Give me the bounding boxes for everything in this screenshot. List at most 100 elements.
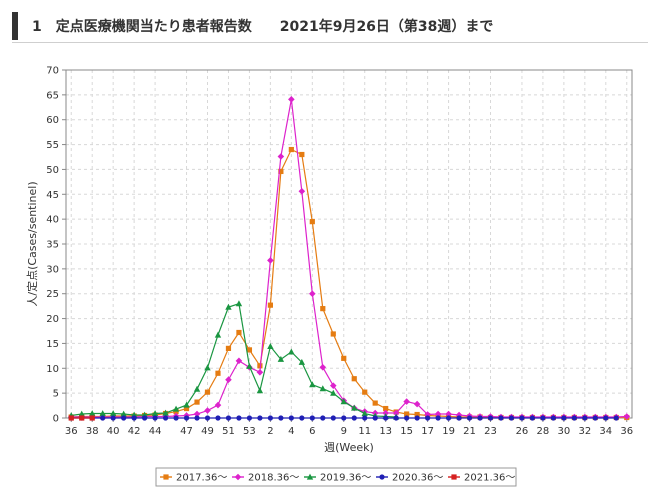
data-point <box>498 415 504 421</box>
y-axis: 0 5 10 15 20 25 30 35 40 45 50 55 60 65 70 <box>46 66 66 425</box>
series-line <box>71 302 397 418</box>
data-point <box>288 96 295 103</box>
data-point <box>151 410 159 417</box>
data-point <box>571 415 577 421</box>
data-point <box>341 355 347 361</box>
data-point <box>110 415 116 421</box>
data-point <box>623 413 631 420</box>
data-point <box>204 389 211 395</box>
y-tick-label: 0 <box>53 414 59 425</box>
data-point <box>99 410 106 417</box>
series-layer <box>67 96 631 421</box>
x-tick-label: 51 <box>222 426 235 437</box>
data-point <box>340 398 347 405</box>
data-point <box>278 415 284 421</box>
data-point <box>529 415 536 421</box>
x-tick-label: 28 <box>537 426 550 437</box>
data-point <box>435 415 441 421</box>
y-tick-label: 45 <box>46 190 59 201</box>
x-axis-title: 週(Week) <box>324 441 374 454</box>
data-point <box>341 415 347 421</box>
data-point <box>383 405 389 412</box>
y-tick-label: 65 <box>46 90 59 101</box>
data-point <box>267 302 273 308</box>
data-point <box>382 409 389 417</box>
x-tick-label: 36 <box>65 426 78 437</box>
data-point <box>257 363 263 369</box>
data-point <box>257 415 263 421</box>
y-tick-label: 30 <box>46 264 59 275</box>
data-point <box>298 358 306 365</box>
data-point <box>424 411 431 418</box>
x-tick-label: 34 <box>599 426 612 437</box>
y-tick-label: 15 <box>46 339 59 350</box>
data-point <box>225 345 232 351</box>
data-point <box>383 415 389 421</box>
legend-label: 2019.36～ <box>320 473 371 484</box>
legend-swatch-marker <box>306 473 314 480</box>
data-point <box>404 411 410 417</box>
data-point <box>582 415 588 421</box>
data-point <box>100 415 106 421</box>
data-point <box>193 410 201 418</box>
data-point <box>309 415 315 421</box>
data-point <box>68 415 74 421</box>
data-point <box>298 188 306 195</box>
data-point <box>183 415 190 421</box>
data-point <box>78 410 85 417</box>
data-point <box>225 376 232 384</box>
data-point <box>193 385 201 392</box>
x-tick-label: 15 <box>400 426 413 437</box>
data-point <box>434 410 442 418</box>
data-point <box>320 415 326 421</box>
data-point <box>183 401 190 408</box>
data-point <box>235 357 243 365</box>
data-point <box>592 415 598 421</box>
chart-legend: 2017.36～ 2018.36～ 2019.36～ 2020.36～ 2021.36～ <box>155 467 517 487</box>
data-point <box>361 410 368 417</box>
data-point <box>330 389 337 396</box>
x-tick-label: 42 <box>128 426 141 437</box>
x-tick-label: 6 <box>309 426 315 437</box>
data-point <box>330 331 336 337</box>
legend-swatch-marker <box>379 474 385 480</box>
data-point <box>236 329 242 336</box>
series-2020.36～ <box>68 415 619 421</box>
x-tick-label: 32 <box>578 426 591 437</box>
data-point <box>519 415 525 421</box>
legend-item: 2020.36～ <box>376 473 443 484</box>
data-point <box>319 385 326 392</box>
x-tick-label: 19 <box>442 426 455 437</box>
legend-item: 2019.36～ <box>304 473 371 484</box>
data-point <box>162 415 169 421</box>
data-point <box>267 257 274 264</box>
data-point <box>320 306 326 312</box>
legend-swatch-marker <box>451 474 457 480</box>
data-point <box>278 168 284 175</box>
data-point <box>225 415 232 421</box>
data-point <box>256 368 264 376</box>
data-point <box>445 415 452 421</box>
data-point <box>256 387 264 394</box>
y-tick-label: 40 <box>46 215 59 226</box>
x-tick-label: 47 <box>180 426 193 437</box>
x-tick-label: 26 <box>516 426 529 437</box>
data-point <box>372 400 378 406</box>
data-point <box>152 415 158 421</box>
data-point <box>267 415 273 421</box>
data-point <box>603 415 609 421</box>
data-point <box>330 415 336 421</box>
legend-item: 2018.36～ <box>232 473 299 484</box>
x-tick-label: 36 <box>620 426 633 437</box>
data-point <box>109 410 117 417</box>
data-point <box>329 382 337 389</box>
data-point <box>362 415 368 421</box>
data-point <box>351 415 357 421</box>
data-point <box>89 410 96 417</box>
data-point <box>414 411 420 418</box>
data-point <box>277 355 285 362</box>
data-point <box>403 398 410 405</box>
y-tick-label: 60 <box>46 115 59 126</box>
data-point <box>466 415 473 421</box>
